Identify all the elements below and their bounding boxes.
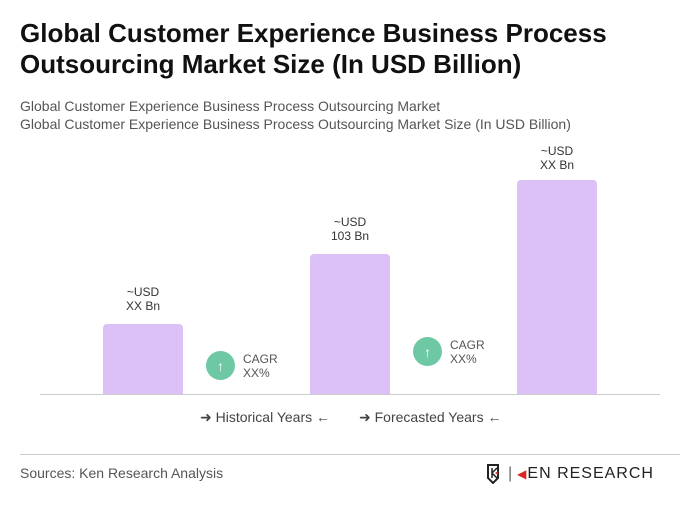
bar-3 bbox=[517, 180, 597, 394]
divider bbox=[20, 454, 680, 455]
sources: Sources: Ken Research Analysis bbox=[20, 465, 224, 481]
legend-forecasted: ➜ Forecasted Years ← bbox=[359, 409, 502, 425]
arrow-up-icon: ↑ bbox=[413, 337, 442, 366]
arrow-up-icon: ↑ bbox=[206, 351, 235, 380]
subtitle: Global Customer Experience Business Proc… bbox=[20, 98, 441, 114]
legend-historical: ➜ Historical Years ← bbox=[200, 409, 331, 425]
x-axis bbox=[40, 394, 660, 395]
bar-1-label: ~USD XX Bn bbox=[125, 285, 161, 313]
cagr-2: ↑ CAGR XX% bbox=[413, 337, 485, 366]
subtitle-2: Global Customer Experience Business Proc… bbox=[20, 116, 571, 132]
cagr-1: ↑ CAGR XX% bbox=[206, 351, 278, 380]
page-title: Global Customer Experience Business Proc… bbox=[20, 18, 607, 79]
bar-3-label: ~USD XX Bn bbox=[539, 144, 575, 172]
bar-1 bbox=[103, 324, 183, 394]
bar-2-label: ~USD 103 Bn bbox=[330, 215, 370, 243]
ken-research-logo: | ◀ EN RESEARCH bbox=[486, 464, 654, 484]
bar-2 bbox=[310, 254, 390, 394]
